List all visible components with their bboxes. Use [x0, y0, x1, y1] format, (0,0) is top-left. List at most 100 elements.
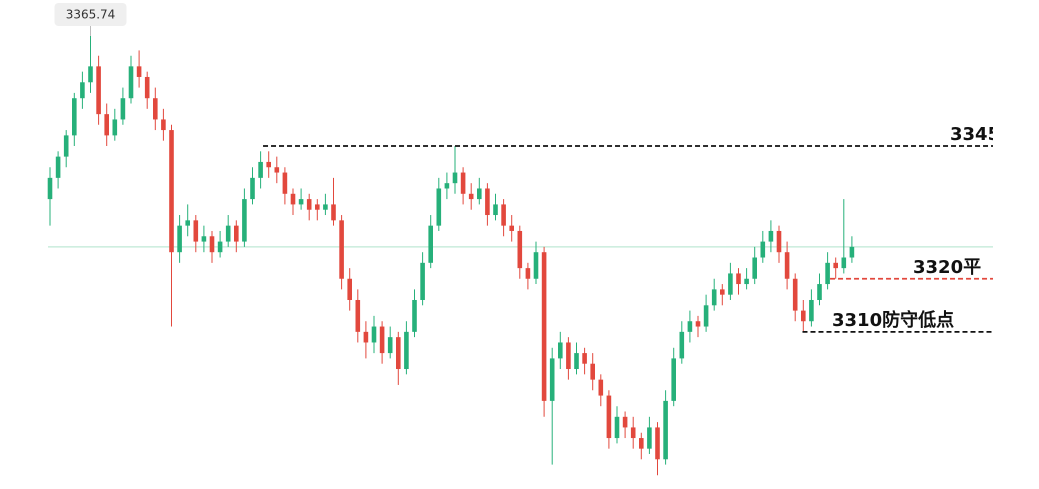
candle-body — [412, 299, 417, 332]
candle-body — [234, 225, 239, 242]
candle-body — [47, 177, 53, 200]
candle-body — [703, 305, 709, 327]
candle-body — [728, 273, 733, 295]
candle-body — [112, 119, 118, 136]
candle-body — [647, 427, 652, 449]
candle-body — [339, 220, 344, 279]
candle-body — [242, 199, 247, 242]
candle-body — [679, 331, 685, 359]
candle-body — [177, 225, 182, 253]
candle-body — [825, 262, 830, 285]
candle-body — [509, 225, 514, 231]
candle-body — [574, 353, 579, 370]
candle-body — [193, 220, 199, 242]
candle-body — [290, 193, 296, 205]
candle-body — [225, 225, 231, 242]
candle-body — [404, 331, 409, 370]
candle-body — [371, 326, 377, 343]
candle-body — [720, 289, 725, 295]
plot-area: 3345 3320平 3310防守低点 — [47, 35, 1000, 476]
candle-body — [185, 220, 190, 226]
candle-body — [444, 183, 450, 189]
candle-body — [306, 199, 312, 210]
candle-body — [590, 363, 595, 380]
candle-body — [96, 66, 101, 115]
level-label: 3310防守低点 — [832, 309, 954, 331]
candle-body — [258, 161, 263, 178]
candle-body — [784, 252, 790, 279]
candle-body — [639, 438, 644, 449]
candle-body — [687, 321, 693, 332]
candle-body — [363, 331, 369, 343]
candle-body — [460, 172, 466, 194]
candle-body — [833, 262, 838, 269]
candle-body — [323, 204, 328, 210]
candle-body — [566, 342, 571, 370]
candle-body — [501, 204, 506, 226]
candle-body — [88, 66, 93, 83]
candle-body — [201, 236, 207, 242]
candle-body — [549, 358, 555, 401]
candle-body — [72, 98, 77, 136]
candle-body — [493, 204, 498, 216]
candle-body — [841, 257, 847, 269]
candle-body — [266, 161, 271, 168]
candle-body — [477, 188, 482, 200]
candle-body — [695, 321, 701, 327]
candle-body — [598, 379, 604, 396]
candle-body — [379, 326, 385, 354]
candle-body — [63, 135, 69, 157]
candle-body — [582, 353, 587, 364]
candle-body — [622, 416, 628, 428]
candle-body — [801, 310, 806, 322]
candle-body — [485, 188, 490, 216]
candle-body — [558, 342, 563, 359]
candle-body — [630, 427, 636, 439]
candle-body — [752, 257, 757, 279]
high-label: 3365.74 — [66, 8, 116, 22]
candle-body — [153, 98, 158, 120]
candle-body — [525, 268, 531, 279]
candle-body — [606, 395, 612, 439]
candle-body — [760, 241, 766, 258]
candle-body — [347, 278, 352, 300]
candle-body — [128, 66, 134, 99]
candle-body — [428, 225, 433, 263]
candle-body — [768, 230, 774, 242]
level-label: 3345 — [950, 124, 1000, 145]
candle-body — [104, 114, 109, 136]
candle-body — [282, 172, 288, 194]
candle-body — [776, 230, 782, 253]
candle-body — [80, 82, 85, 99]
candle-body — [274, 167, 280, 173]
candle-body — [331, 204, 336, 221]
candle-body — [315, 204, 320, 210]
candle-body — [298, 199, 304, 205]
candle-body — [809, 299, 814, 322]
candle-body — [217, 241, 223, 253]
candle-body — [614, 416, 620, 439]
candle-body — [452, 172, 458, 184]
candle-body — [849, 246, 855, 258]
candle-body — [468, 193, 474, 200]
candle-body — [136, 66, 142, 77]
candle-body — [671, 358, 676, 401]
candle-body — [55, 156, 61, 178]
candle-body — [736, 273, 741, 285]
candle-body — [436, 188, 442, 226]
candle-body — [355, 299, 361, 332]
candle-body — [711, 289, 717, 306]
candle-body — [209, 236, 215, 253]
candle-body — [420, 262, 425, 300]
candle-body — [144, 76, 150, 99]
candle-body — [792, 278, 798, 311]
high-label-box — [54, 3, 127, 26]
level-label: 3320平 — [913, 257, 981, 278]
candle-body — [663, 400, 668, 460]
candle-body — [517, 230, 523, 269]
candle-body — [161, 119, 166, 131]
candle-body — [169, 130, 174, 253]
candle-body — [396, 337, 401, 370]
